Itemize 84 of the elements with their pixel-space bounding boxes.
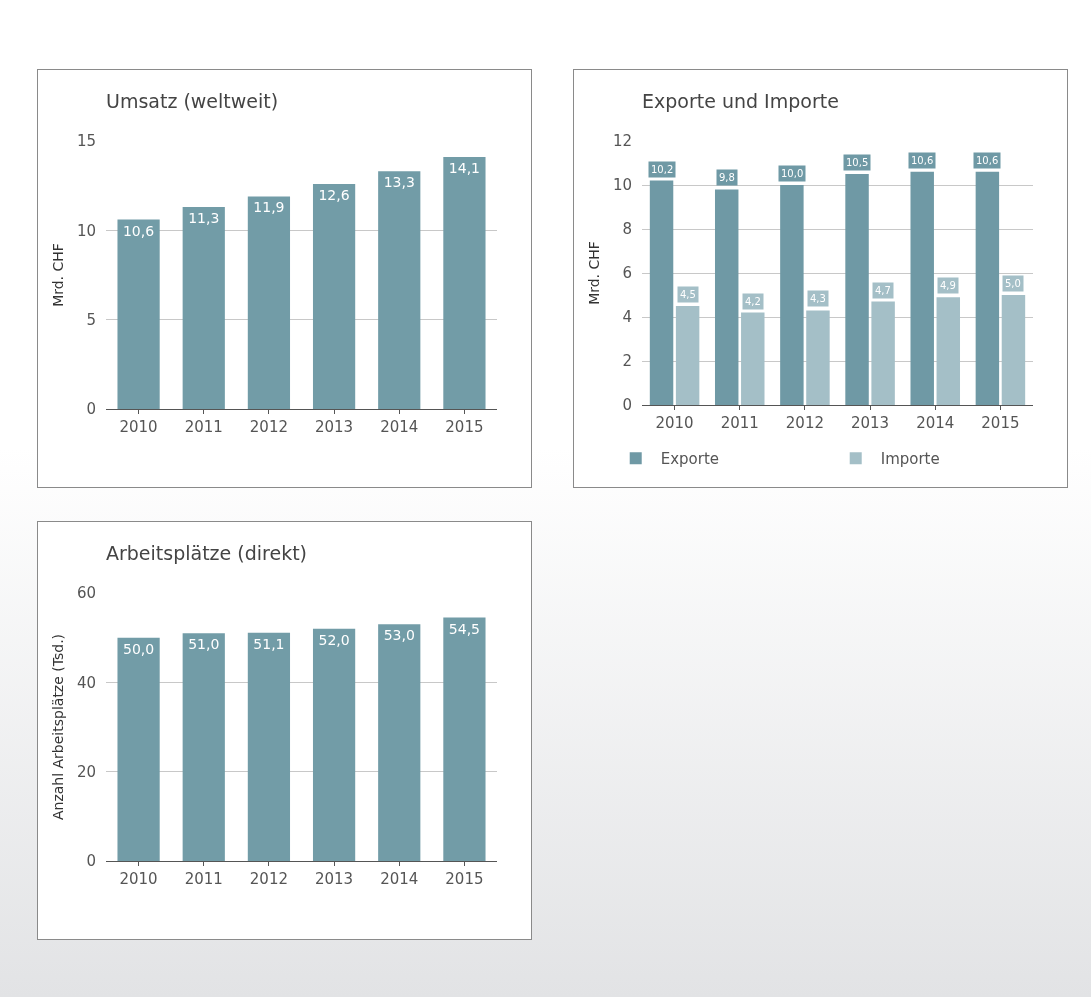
x-tick-label: 2013 [850, 414, 890, 432]
x-tick-label: 2015 [981, 414, 1020, 432]
y-tick-label: 4 [622, 308, 632, 327]
data-label: 53,0 [383, 627, 415, 644]
data-label: 10,6 [976, 155, 999, 166]
data-label: 10,6 [911, 155, 934, 166]
bar [780, 185, 804, 405]
x-tick-label: 2014 [916, 414, 955, 432]
x-tick-label: 2011 [184, 870, 223, 888]
y-tick-label: 8 [622, 220, 632, 239]
y-tick-label: 6 [622, 264, 632, 283]
y-tick-label: 20 [76, 762, 96, 781]
y-axis-title: Mrd. CHF [49, 243, 66, 307]
bar [312, 628, 356, 861]
bar [117, 219, 160, 409]
chart-title: Exporte und Importe [642, 89, 839, 112]
y-axis-title: Anzahl Arbeitsplätze (Tsd.) [49, 633, 66, 821]
data-label: 4,7 [875, 285, 891, 296]
y-tick-label: 2 [622, 352, 632, 371]
data-label: 4,5 [680, 289, 696, 300]
y-tick-label: 10 [76, 221, 96, 240]
bar [443, 157, 486, 409]
chart-title: Umsatz (weltweit) [106, 89, 279, 112]
bar [247, 632, 291, 861]
bar [936, 297, 961, 405]
data-label: 11,3 [188, 210, 220, 227]
data-label: 11,9 [253, 199, 285, 216]
chart-title: Arbeitsplätze (direkt) [106, 541, 308, 564]
bar [806, 310, 830, 405]
y-tick-label: 12 [612, 132, 632, 151]
bar [845, 174, 869, 405]
x-tick-label: 2014 [380, 870, 419, 888]
x-tick-label: 2015 [445, 870, 484, 888]
x-tick-label: 2012 [785, 414, 825, 432]
data-label: 10,5 [846, 157, 869, 168]
bar [378, 171, 421, 409]
x-tick-label: 2014 [380, 418, 419, 436]
y-tick-label: 60 [76, 584, 96, 603]
y-tick-label: 40 [76, 673, 96, 692]
bar [378, 624, 421, 861]
x-tick-label: 2012 [249, 870, 289, 888]
y-tick-label: 15 [76, 132, 96, 151]
x-tick-label: 2010 [655, 414, 694, 432]
bar [312, 183, 356, 409]
data-label: 51,0 [188, 636, 220, 653]
y-tick-label: 10 [612, 176, 632, 195]
data-label: 50,0 [123, 640, 155, 657]
bar [182, 207, 225, 409]
data-label: 9,8 [719, 172, 735, 183]
bar [182, 633, 225, 861]
data-label: 4,2 [745, 296, 761, 307]
y-axis-title: Mrd. CHF [585, 241, 602, 305]
bar [247, 196, 291, 409]
data-label: 5,0 [1005, 278, 1021, 289]
bar [1001, 295, 1026, 405]
x-tick-label: 2010 [119, 870, 158, 888]
data-label: 54,5 [448, 620, 480, 637]
data-label: 10,0 [781, 168, 804, 179]
x-tick-label: 2010 [119, 418, 158, 436]
y-tick-label: 5 [86, 310, 96, 329]
x-tick-label: 2015 [445, 418, 484, 436]
data-label: 13,3 [383, 174, 415, 191]
legend-label: Importe [880, 450, 940, 469]
data-label: 10,2 [651, 164, 674, 175]
legend-label: Exporte [660, 450, 720, 469]
data-label: 51,1 [253, 635, 285, 652]
bar [675, 306, 700, 405]
bar [443, 617, 486, 861]
y-tick-label: 0 [86, 400, 96, 419]
data-label: 4,9 [940, 280, 956, 291]
data-label: 12,6 [318, 186, 350, 203]
x-tick-label: 2012 [249, 418, 289, 436]
bar [714, 189, 739, 405]
data-label: 4,3 [810, 293, 826, 304]
bar [117, 637, 160, 861]
x-tick-label: 2013 [314, 870, 354, 888]
x-tick-label: 2013 [314, 418, 354, 436]
y-tick-label: 0 [86, 852, 96, 871]
data-label: 14,1 [448, 160, 480, 177]
data-label: 10,6 [122, 222, 155, 239]
x-tick-label: 2011 [720, 414, 759, 432]
x-tick-label: 2011 [184, 418, 223, 436]
y-tick-label: 0 [622, 396, 632, 415]
data-label: 52,0 [318, 631, 350, 648]
